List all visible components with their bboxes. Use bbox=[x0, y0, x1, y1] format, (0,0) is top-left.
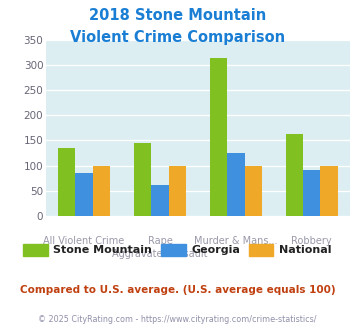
Bar bbox=[227, 153, 245, 216]
Text: Aggravated Assault: Aggravated Assault bbox=[112, 249, 208, 259]
Bar bbox=[169, 166, 186, 216]
Bar bbox=[134, 143, 151, 216]
Text: Murder & Mans...: Murder & Mans... bbox=[194, 236, 278, 246]
Bar bbox=[75, 173, 93, 216]
Bar bbox=[210, 58, 227, 216]
Text: Rape: Rape bbox=[148, 236, 173, 246]
Text: All Violent Crime: All Violent Crime bbox=[43, 236, 125, 246]
Bar bbox=[151, 185, 169, 216]
Bar bbox=[58, 148, 75, 216]
Bar bbox=[245, 166, 262, 216]
Bar bbox=[285, 134, 303, 216]
Text: Violent Crime Comparison: Violent Crime Comparison bbox=[70, 30, 285, 45]
Bar bbox=[93, 166, 110, 216]
Text: 2018 Stone Mountain: 2018 Stone Mountain bbox=[89, 8, 266, 23]
Bar bbox=[321, 166, 338, 216]
Text: © 2025 CityRating.com - https://www.cityrating.com/crime-statistics/: © 2025 CityRating.com - https://www.city… bbox=[38, 315, 317, 324]
Text: Robbery: Robbery bbox=[291, 236, 332, 246]
Legend: Stone Mountain, Georgia, National: Stone Mountain, Georgia, National bbox=[19, 239, 336, 260]
Text: Compared to U.S. average. (U.S. average equals 100): Compared to U.S. average. (U.S. average … bbox=[20, 285, 335, 295]
Bar bbox=[303, 170, 321, 216]
